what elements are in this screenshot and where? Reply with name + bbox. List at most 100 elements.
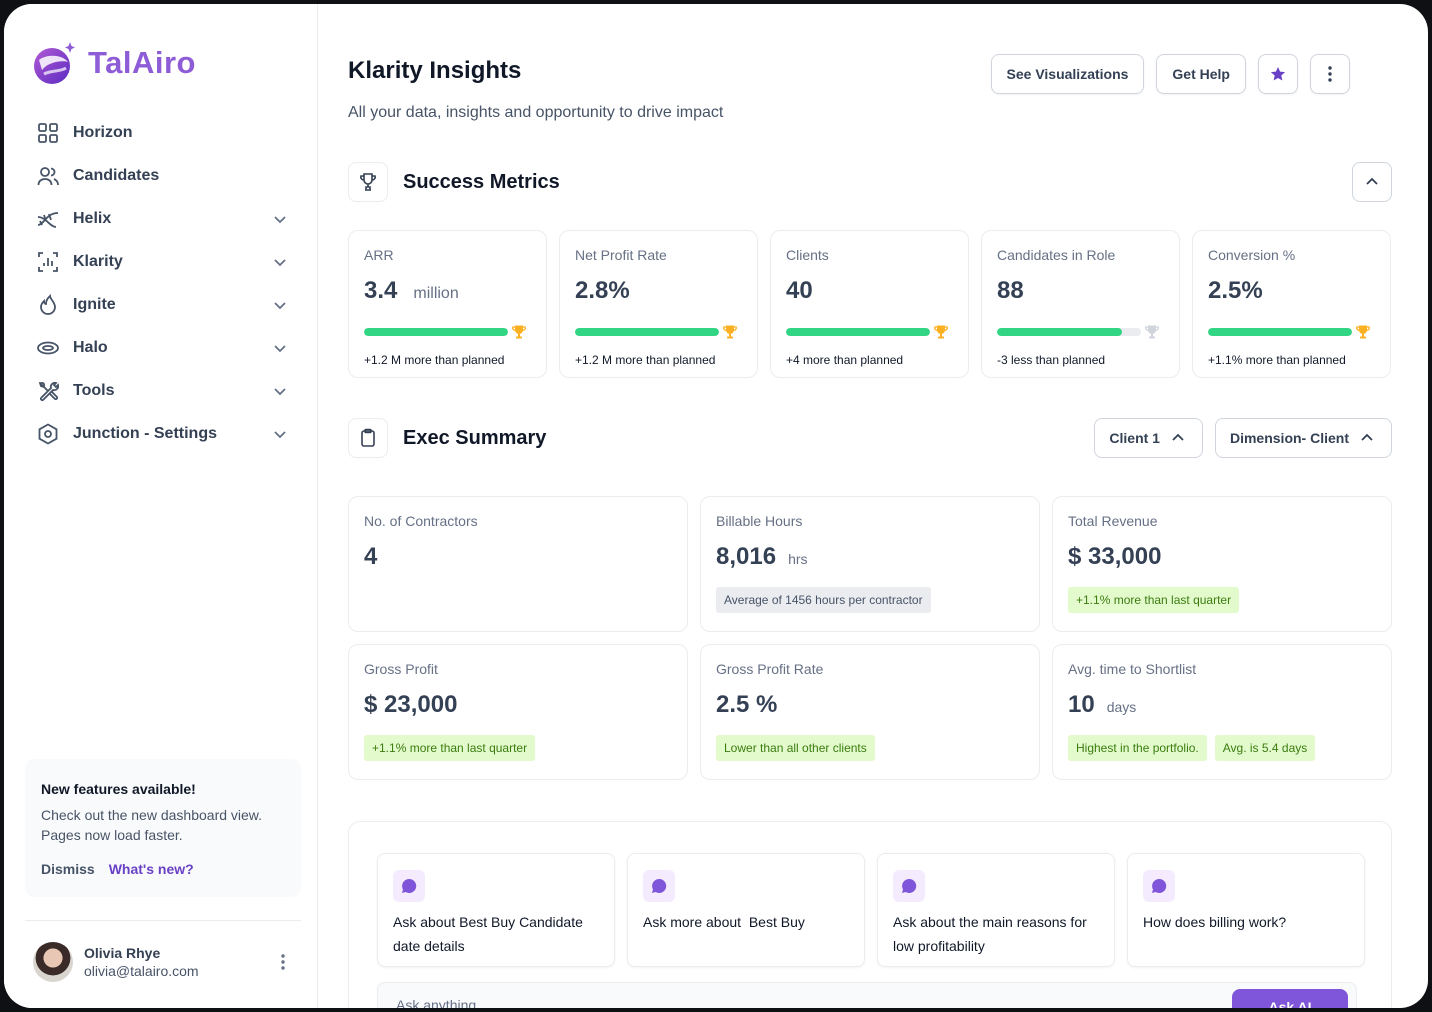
ask-input[interactable]: Ask anything Ask AI xyxy=(377,982,1357,1008)
metric-value-number: 40 xyxy=(786,277,813,304)
progress-fill xyxy=(364,328,508,336)
stat-tags: +1.1% more than last quarter xyxy=(1068,587,1376,613)
sidebar-item-halo[interactable]: Halo xyxy=(36,326,290,369)
chevron-down-icon[interactable] xyxy=(270,209,290,229)
chat-bubble-icon xyxy=(893,870,925,902)
chevron-down-icon[interactable] xyxy=(270,424,290,444)
ai-assistant-panel: Ask about Best Buy Candidate date detail… xyxy=(348,821,1392,1008)
status-badge: Highest in the portfolio. xyxy=(1068,735,1207,761)
stat-card-total-revenue: Total Revenue $ 33,000 +1.1% more than l… xyxy=(1052,496,1392,632)
client-select[interactable]: Client 1 xyxy=(1094,418,1203,458)
chat-bubble-icon xyxy=(1143,870,1175,902)
favorite-button[interactable] xyxy=(1258,54,1298,94)
chat-bubble-icon xyxy=(393,870,425,902)
clipboard-icon xyxy=(348,418,388,458)
suggested-prompt[interactable]: How does billing work? xyxy=(1127,853,1365,967)
chevron-up-icon xyxy=(1366,177,1378,185)
stat-label: Gross Profit Rate xyxy=(716,661,824,677)
new-features-card: New features available! Check out the ne… xyxy=(25,759,301,897)
sidebar-item-label: Helix xyxy=(73,209,112,227)
feature-card-title: New features available! xyxy=(41,781,196,797)
stat-value: $ 23,000 xyxy=(364,691,672,719)
chevron-down-icon[interactable] xyxy=(270,338,290,358)
dismiss-link[interactable]: Dismiss xyxy=(41,861,95,877)
stat-value-number: 10 xyxy=(1068,691,1095,718)
ask-ai-button[interactable]: Ask AI xyxy=(1232,989,1348,1008)
stat-value: 10 days xyxy=(1068,691,1376,719)
metric-value: 2.8% xyxy=(575,277,742,305)
logo[interactable]: TalAiro xyxy=(32,40,196,86)
chart-scan-icon xyxy=(36,250,60,274)
metric-value-number: 88 xyxy=(997,277,1024,304)
sidebar-item-label: Junction - Settings xyxy=(73,424,217,442)
get-help-button[interactable]: Get Help xyxy=(1156,54,1246,94)
metric-progress xyxy=(575,323,742,341)
halo-icon xyxy=(36,336,60,360)
sidebar-item-tools[interactable]: Tools xyxy=(36,369,290,412)
divider xyxy=(25,920,301,921)
stat-value-number: 2.5 % xyxy=(716,691,778,718)
suggested-prompt[interactable]: Ask about Best Buy Candidate date detail… xyxy=(377,853,615,967)
trophy-icon xyxy=(1354,323,1372,341)
metric-value: 2.5% xyxy=(1208,277,1375,305)
chevron-down-icon[interactable] xyxy=(270,295,290,315)
stat-card-time-to-shortlist: Avg. time to Shortlist 10 days Highest i… xyxy=(1052,644,1392,780)
sidebar-item-klarity[interactable]: Klarity xyxy=(36,240,290,283)
sidebar-item-ignite[interactable]: Ignite xyxy=(36,283,290,326)
status-badge: Lower than all other clients xyxy=(716,735,875,761)
prompt-text: How does billing work? xyxy=(1143,914,1287,930)
sidebar-item-label: Tools xyxy=(73,381,115,399)
progress-track xyxy=(786,328,930,336)
suggested-prompt[interactable]: Ask more about Best Buy xyxy=(627,853,865,967)
sidebar-item-candidates[interactable]: Candidates xyxy=(36,154,290,197)
grid-icon xyxy=(36,121,60,145)
progress-fill xyxy=(786,328,930,336)
sidebar: TalAiro Horizon Candidates Helix xyxy=(4,4,318,1008)
client-select-value: Client 1 xyxy=(1109,430,1160,446)
trophy-icon xyxy=(721,323,739,341)
chevron-down-icon[interactable] xyxy=(270,381,290,401)
metric-note: +1.2 M more than planned xyxy=(364,353,505,367)
dimension-select-value: Dimension- Client xyxy=(1229,430,1349,446)
whats-new-link[interactable]: What's new? xyxy=(108,861,194,877)
sidebar-item-helix[interactable]: Helix xyxy=(36,197,290,240)
dna-icon xyxy=(36,207,60,231)
collapse-button[interactable] xyxy=(1352,162,1392,202)
see-visualizations-button[interactable]: See Visualizations xyxy=(990,54,1145,94)
prompt-text: Ask about Best Buy Candidate date detail… xyxy=(393,914,583,954)
avatar[interactable] xyxy=(33,942,73,982)
progress-track xyxy=(575,328,719,336)
status-badge: +1.1% more than last quarter xyxy=(1068,587,1240,613)
metric-label: Candidates in Role xyxy=(997,247,1116,263)
metric-note: +1.2 M more than planned xyxy=(575,353,716,367)
sidebar-item-label: Ignite xyxy=(73,295,116,313)
sidebar-item-horizon[interactable]: Horizon xyxy=(36,111,290,154)
stat-value: 2.5 % xyxy=(716,691,1024,719)
more-vertical-icon[interactable] xyxy=(273,952,293,972)
stat-label: Total Revenue xyxy=(1068,513,1158,529)
chat-bubble-icon xyxy=(643,870,675,902)
progress-track xyxy=(364,328,508,336)
stat-value: 4 xyxy=(364,543,672,571)
metric-label: Clients xyxy=(786,247,829,263)
user-profile: Olivia Rhye olivia@talairo.com xyxy=(33,942,293,982)
suggested-prompt[interactable]: Ask about the main reasons for low profi… xyxy=(877,853,1115,967)
stat-unit: hrs xyxy=(788,551,808,567)
chevron-down-icon[interactable] xyxy=(270,252,290,272)
stat-value-number: 4 xyxy=(364,543,378,570)
ask-input-placeholder: Ask anything xyxy=(396,997,477,1008)
main-content: Klarity Insights All your data, insights… xyxy=(348,4,1392,1008)
trophy-icon xyxy=(932,323,950,341)
suggested-prompts: Ask about Best Buy Candidate date detail… xyxy=(377,853,1365,967)
more-options-button[interactable] xyxy=(1310,54,1350,94)
sidebar-item-label: Halo xyxy=(73,338,108,356)
metric-value-number: 3.4 xyxy=(364,277,398,304)
metric-label: Conversion % xyxy=(1208,247,1296,263)
users-icon xyxy=(36,164,60,188)
flame-icon xyxy=(36,293,60,317)
dimension-select[interactable]: Dimension- Client xyxy=(1214,418,1392,458)
prompt-text: Ask about the main reasons for low profi… xyxy=(893,914,1087,954)
sidebar-item-junction-settings[interactable]: Junction - Settings xyxy=(36,412,290,455)
feature-card-body: Check out the new dashboard view. Pages … xyxy=(41,807,263,843)
metric-value-number: 2.5% xyxy=(1208,277,1263,304)
